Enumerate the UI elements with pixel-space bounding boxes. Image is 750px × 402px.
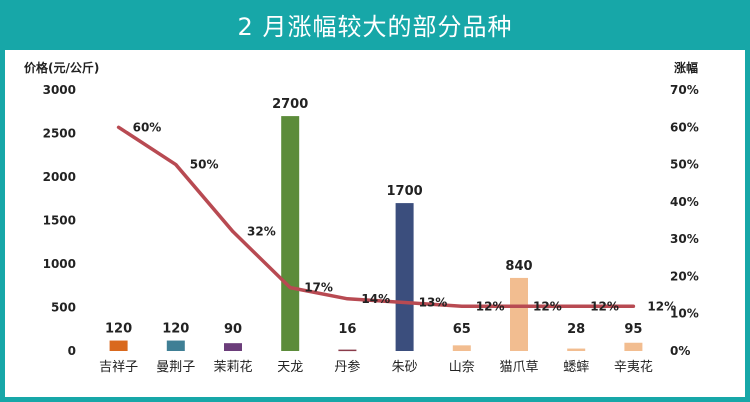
line-value-label: 32% [247,225,276,239]
category-label: 蟋蟀 [563,359,589,375]
bar-value-label: 120 [162,322,189,337]
bar [338,349,357,352]
y2-tick-label: 70% [670,83,699,97]
increase-line [116,125,636,309]
y2-tick-label: 60% [670,120,699,134]
line-value-label: 12% [476,299,505,313]
line-value-label: 50% [190,158,219,172]
y2-tick-label: 0% [670,344,690,358]
y2-tick-label: 40% [670,195,699,209]
bar-value-label: 1700 [387,184,423,199]
bar [109,340,128,351]
bar-value-label: 65 [453,322,471,337]
y2-tick-label: 50% [670,158,699,172]
y-tick-label: 3000 [43,83,76,97]
bar [452,345,471,351]
category-label: 茉莉花 [213,359,252,375]
category-label: 辛夷花 [614,359,653,375]
y2-axis-title: 涨幅 [674,60,698,75]
bar [624,342,643,351]
bar-value-label: 95 [624,322,642,337]
category-label: 吉祥子 [99,360,138,375]
y-tick-label: 2000 [43,170,76,184]
bar [395,203,414,351]
category-label: 猫爪草 [499,360,538,375]
category-label: 朱砂 [392,360,418,375]
category-label: 曼荆子 [156,359,195,375]
y2-tick-label: 10% [670,307,699,321]
y-tick-label: 0 [68,344,76,358]
line-value-label: 12% [647,299,676,313]
bar [510,277,528,351]
y-tick-label: 1500 [43,214,76,228]
bar-value-label: 120 [105,322,132,337]
bar-value-label: 90 [224,322,242,337]
bar-value-label: 28 [567,322,585,337]
category-label: 山奈 [449,360,475,375]
bar [281,116,300,351]
bar-value-label: 16 [338,322,356,337]
bar [224,343,242,351]
line-value-label: 12% [533,299,562,313]
category-label: 天龙 [277,360,303,375]
y-tick-label: 2500 [43,127,76,141]
bar-value-label: 840 [505,259,532,274]
line-value-label: 60% [133,120,162,134]
bar [166,340,185,351]
bar-value-label: 2700 [272,97,308,112]
y2-tick-label: 20% [670,269,699,283]
line-value-label: 12% [590,299,619,313]
chart-title: 2 月涨幅较大的部分品种 [5,5,745,50]
bar [567,348,586,351]
y-tick-label: 1000 [43,257,76,271]
y-tick-label: 500 [51,301,76,315]
line-value-label: 13% [419,296,448,310]
line-value-label: 17% [304,281,333,295]
category-label: 丹参 [334,359,360,375]
y-axis-title: 价格(元/公斤) [24,60,99,75]
line-value-label: 14% [361,292,390,306]
y2-tick-label: 30% [670,232,699,246]
